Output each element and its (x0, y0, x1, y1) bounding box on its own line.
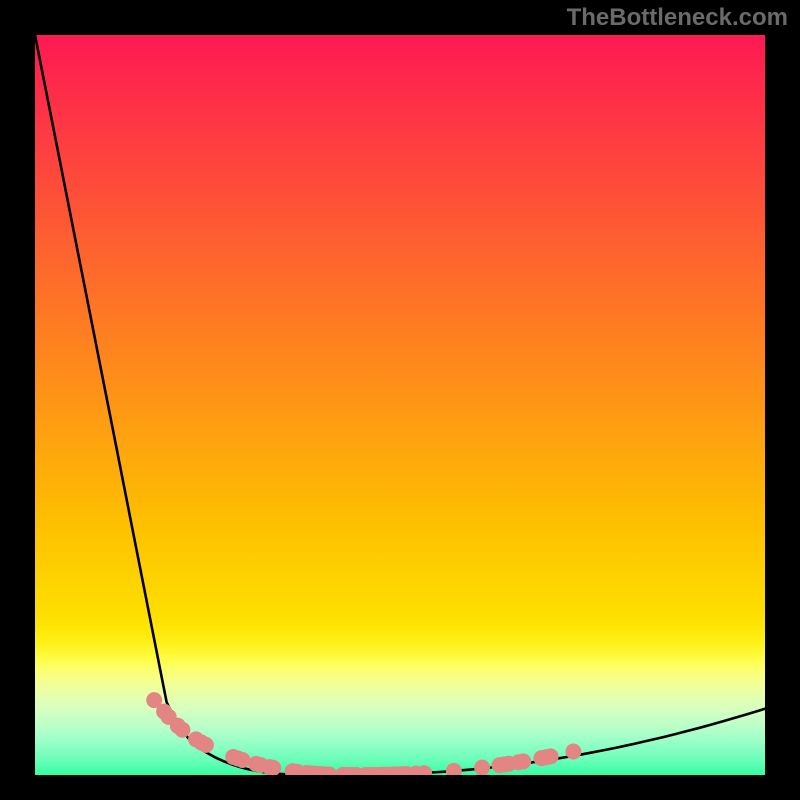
bottleneck-point (234, 752, 250, 768)
chart-plot-area (35, 35, 765, 775)
chart-background (35, 35, 765, 775)
bottleneck-point (174, 722, 190, 738)
watermark-text: TheBottleneck.com (567, 4, 788, 32)
chart-svg (35, 35, 765, 775)
bottleneck-point (543, 748, 559, 764)
bottleneck-point (565, 743, 581, 759)
bottleneck-point (198, 737, 214, 753)
bottleneck-point (474, 760, 490, 775)
bottleneck-point (515, 753, 531, 769)
